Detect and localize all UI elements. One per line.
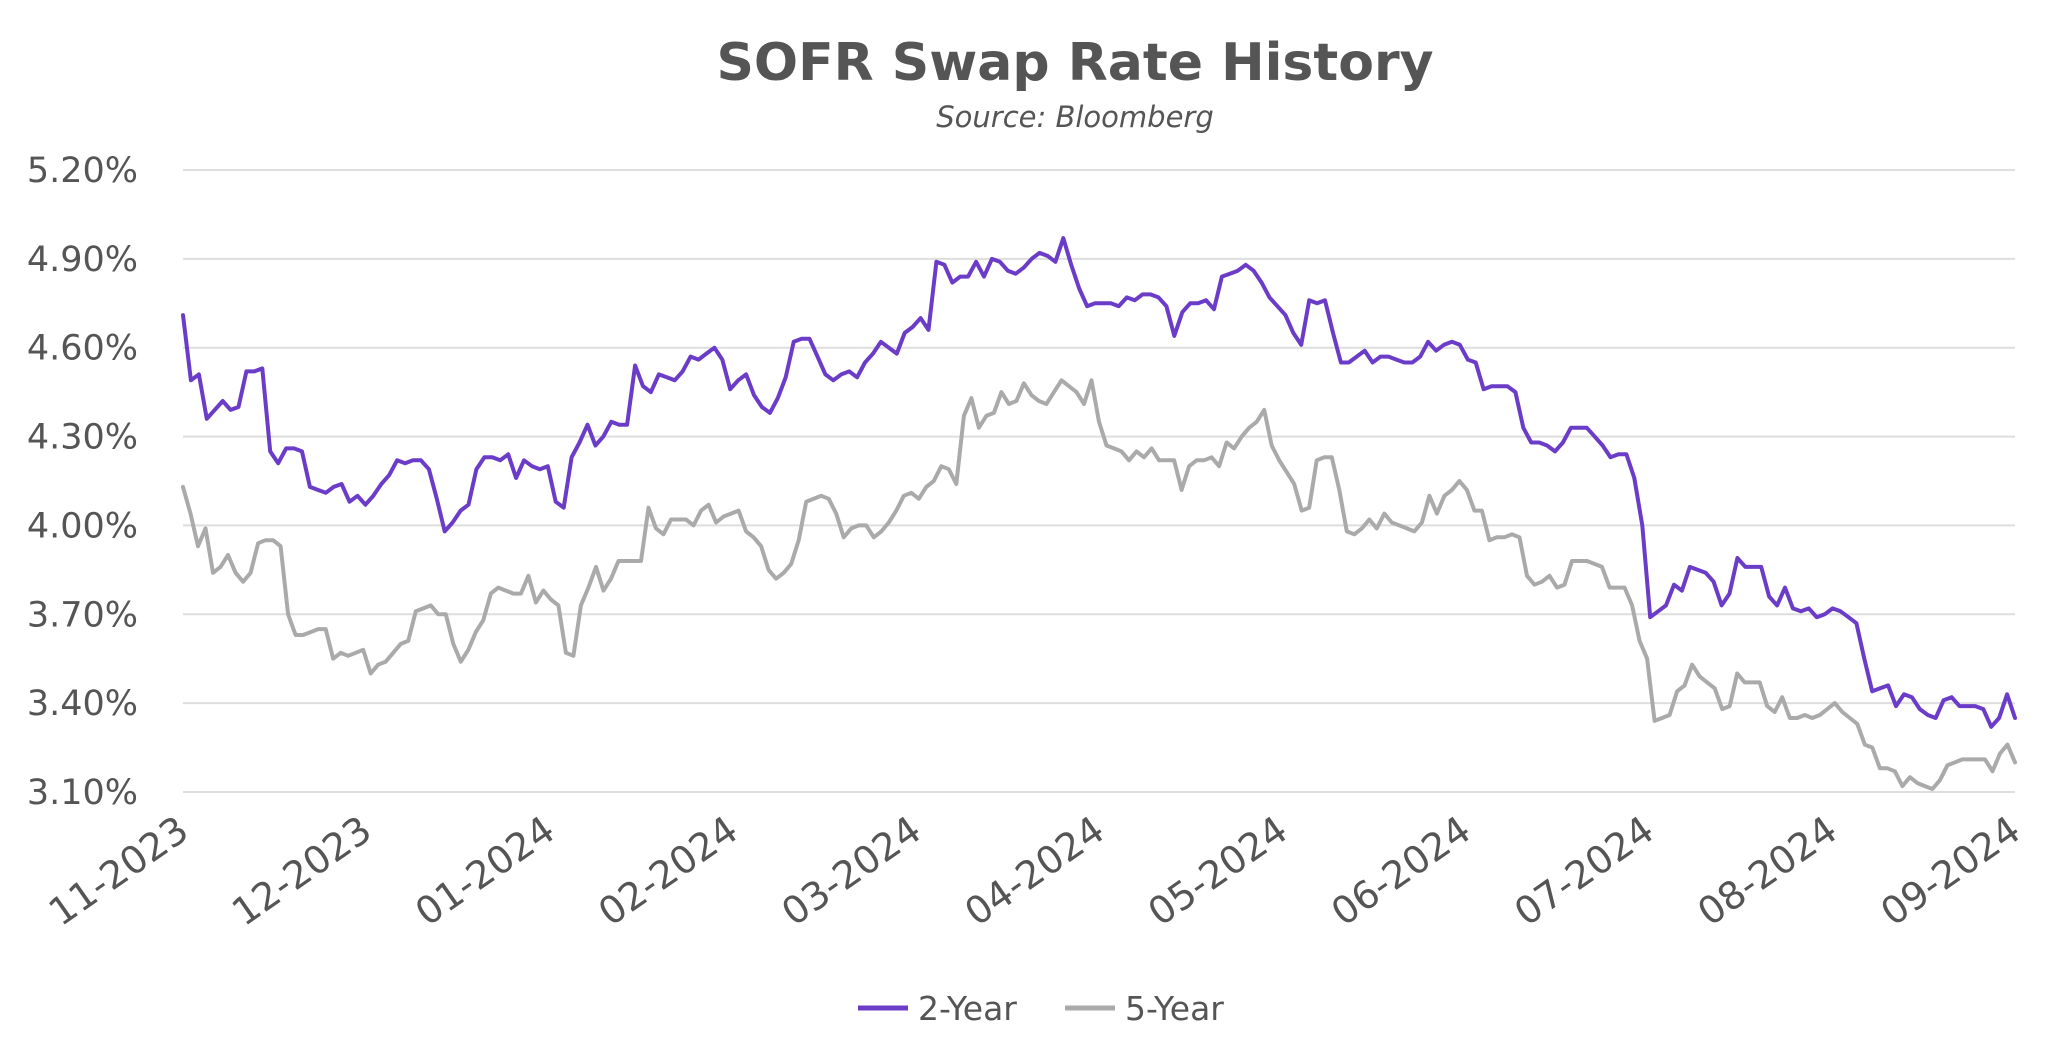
- series-line-2-year: [181, 236, 2017, 729]
- series-line-5-year: [181, 378, 2017, 791]
- series-lines: [181, 236, 2017, 791]
- y-tick-label: 3.40%: [27, 684, 138, 724]
- y-axis-ticks: 5.20% 4.90% 4.60% 4.30% 4.00% 3.70% 3.40% 3.10%: [27, 151, 138, 813]
- y-tick-label: 4.60%: [27, 329, 138, 369]
- y-tick-label: 3.10%: [27, 773, 138, 813]
- x-axis-ticks: 11-2023 12-2023 01-2024 02-2024 03-2024 04-20…: [41, 807, 2028, 934]
- y-tick-label: 4.30%: [27, 418, 138, 458]
- x-tick-label: 05-2024: [1140, 807, 1295, 934]
- x-tick-label: 09-2024: [1873, 807, 2028, 934]
- y-tick-label: 3.70%: [27, 595, 138, 635]
- x-tick-label: 06-2024: [1323, 807, 1478, 934]
- legend-label-2-year: 2-Year: [918, 989, 1017, 1028]
- x-tick-label: 11-2023: [41, 807, 196, 934]
- x-tick-label: 03-2024: [774, 807, 929, 934]
- y-tick-label: 4.90%: [27, 240, 138, 280]
- gridlines: [183, 169, 2015, 793]
- y-tick-label: 5.20%: [27, 151, 138, 191]
- legend-label-5-year: 5-Year: [1125, 989, 1224, 1028]
- x-tick-label: 08-2024: [1690, 807, 1845, 934]
- y-tick-label: 4.00%: [27, 506, 138, 546]
- legend: 2-Year 5-Year: [858, 989, 1224, 1028]
- x-tick-label: 12-2023: [224, 807, 379, 934]
- chart-subtitle: Source: Bloomberg: [936, 100, 1214, 134]
- x-tick-label: 04-2024: [957, 807, 1112, 934]
- x-tick-label: 07-2024: [1506, 807, 1661, 934]
- x-tick-label: 01-2024: [407, 807, 562, 934]
- chart-title: SOFR Swap Rate History: [716, 33, 1433, 93]
- x-tick-label: 02-2024: [590, 807, 745, 934]
